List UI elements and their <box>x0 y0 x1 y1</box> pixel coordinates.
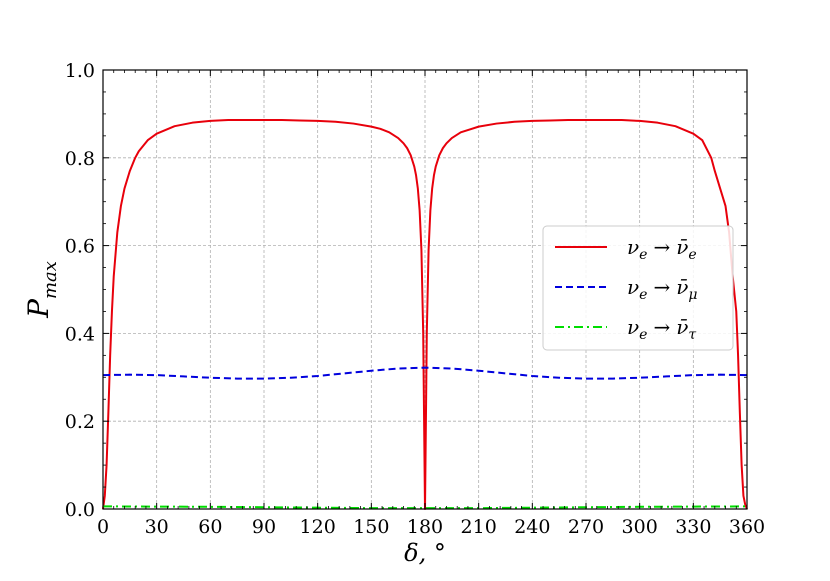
y-tick-label: 1.0 <box>65 60 95 82</box>
x-axis-label: δ, ° <box>404 539 446 567</box>
series-line-0 <box>102 119 748 510</box>
x-tick-label: 120 <box>300 516 336 538</box>
x-tick-label: 330 <box>675 516 711 538</box>
x-tick-label: 360 <box>729 516 765 538</box>
legend-label-0: νe → ν̄e <box>627 235 697 263</box>
y-tick-label: 0.8 <box>65 148 95 170</box>
x-tick-label: 30 <box>145 516 169 538</box>
x-tick-label: 90 <box>252 516 276 538</box>
y-tick-label: 0.2 <box>65 411 95 433</box>
svg-text:Pmax: Pmax <box>22 261 61 319</box>
ticks: 0 30 60 90 120 150 180 210 240 270 300 330 360 0.0 0.2… <box>65 60 765 538</box>
x-tick-label: 60 <box>198 516 222 538</box>
legend: νe → ν̄e νe → ν̄μ νe → ν̄τ <box>542 225 734 351</box>
y-axis-label: Pmax <box>22 261 61 319</box>
x-tick-label: 300 <box>622 516 658 538</box>
x-tick-label: 240 <box>514 516 550 538</box>
legend-label-1: νe → ν̄μ <box>627 275 698 303</box>
y-tick-label: 0.0 <box>65 499 95 521</box>
series-line-1 <box>102 366 748 380</box>
x-tick-label: 210 <box>461 516 497 538</box>
x-tick-label: 270 <box>568 516 604 538</box>
legend-label-2: νe → ν̄τ <box>627 315 696 343</box>
x-tick-label: 180 <box>407 516 443 538</box>
y-tick-label: 0.6 <box>65 236 95 258</box>
axis-labels: δ, ° Pmax <box>22 261 446 567</box>
legend-box <box>542 225 734 351</box>
y-tick-label: 0.4 <box>65 323 95 345</box>
x-tick-label: 150 <box>353 516 389 538</box>
x-tick-label: 0 <box>97 516 109 538</box>
